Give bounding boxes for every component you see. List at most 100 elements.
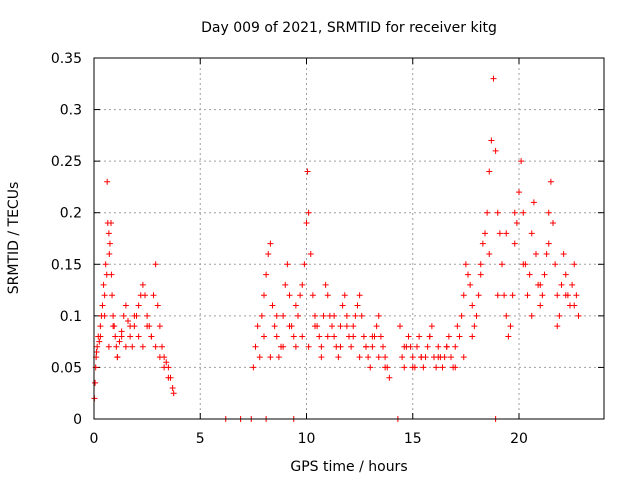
data-point <box>152 261 159 268</box>
data-point <box>131 312 138 319</box>
data-point <box>254 323 261 330</box>
y-tick-label: 0.1 <box>60 309 82 325</box>
data-point <box>520 209 527 216</box>
data-point <box>148 333 155 340</box>
data-point <box>401 343 408 350</box>
data-point <box>156 354 163 361</box>
data-points <box>91 75 582 422</box>
data-point <box>105 343 112 350</box>
data-point <box>469 302 476 309</box>
data-point <box>424 343 431 350</box>
data-point <box>97 323 104 330</box>
data-point <box>516 189 522 196</box>
data-point <box>343 323 350 330</box>
data-point <box>96 338 103 345</box>
chart-title: Day 009 of 2021, SRMTID for receiver kit… <box>201 20 497 36</box>
data-point <box>558 281 565 288</box>
data-point <box>503 312 510 319</box>
data-point <box>435 354 442 361</box>
data-point <box>142 292 148 299</box>
data-point <box>316 333 323 340</box>
data-point <box>100 281 107 288</box>
data-point <box>545 240 552 247</box>
data-point <box>409 364 416 371</box>
data-point <box>462 261 469 268</box>
data-point <box>339 302 346 309</box>
data-point <box>282 281 289 288</box>
data-point <box>127 323 134 330</box>
data-point <box>356 354 363 361</box>
data-point <box>375 312 382 319</box>
data-point <box>356 292 363 299</box>
data-point <box>562 271 569 278</box>
data-point <box>118 328 125 335</box>
data-point <box>550 220 556 227</box>
data-point <box>275 354 282 361</box>
data-point <box>460 292 467 299</box>
grid-lines <box>94 58 604 419</box>
data-point <box>152 343 159 350</box>
data-point <box>286 292 293 299</box>
data-point <box>420 364 427 371</box>
x-tick-label: 0 <box>90 431 99 447</box>
data-point <box>537 302 544 309</box>
data-point <box>110 323 117 330</box>
data-point <box>528 230 535 237</box>
data-point <box>144 312 151 319</box>
data-point <box>524 292 531 299</box>
data-point <box>509 292 516 299</box>
data-point <box>377 333 384 340</box>
data-point <box>341 292 348 299</box>
data-point <box>397 323 403 330</box>
data-point <box>494 292 501 299</box>
data-point <box>324 292 331 299</box>
data-point <box>575 312 582 319</box>
data-point <box>263 271 270 278</box>
data-point <box>127 333 134 340</box>
data-point <box>407 343 414 350</box>
data-point <box>303 220 310 227</box>
data-point <box>114 354 121 361</box>
data-point <box>469 333 476 340</box>
data-point <box>554 292 561 299</box>
data-point <box>116 338 123 345</box>
data-point <box>401 364 408 371</box>
data-point <box>169 385 176 392</box>
data-point <box>477 261 484 268</box>
data-point <box>318 354 325 361</box>
data-point <box>271 323 278 330</box>
data-point <box>439 364 446 371</box>
data-point <box>499 261 505 268</box>
data-point <box>312 312 318 319</box>
data-point <box>513 220 520 227</box>
data-point <box>290 333 297 340</box>
data-point <box>113 343 120 350</box>
x-tick-label: 5 <box>196 431 205 447</box>
data-point <box>416 333 423 340</box>
data-point <box>331 333 338 340</box>
data-point <box>324 333 331 340</box>
data-point <box>307 250 314 257</box>
data-point <box>445 333 452 340</box>
data-point <box>105 230 112 237</box>
data-point <box>547 178 554 185</box>
data-point <box>106 240 113 247</box>
data-point <box>348 343 355 350</box>
data-point <box>305 209 312 216</box>
data-point <box>108 271 115 278</box>
data-point <box>456 333 463 340</box>
data-point <box>122 343 129 350</box>
data-point <box>335 354 342 361</box>
x-tick-label: 10 <box>298 431 316 447</box>
data-point <box>554 323 561 330</box>
data-point <box>452 364 459 371</box>
data-point <box>414 343 420 350</box>
data-point <box>337 323 344 330</box>
data-point <box>409 354 416 361</box>
data-point <box>129 343 136 350</box>
data-point <box>269 302 276 309</box>
data-point <box>494 209 501 216</box>
data-point <box>301 261 308 268</box>
data-point <box>354 302 361 309</box>
data-point <box>369 333 376 340</box>
